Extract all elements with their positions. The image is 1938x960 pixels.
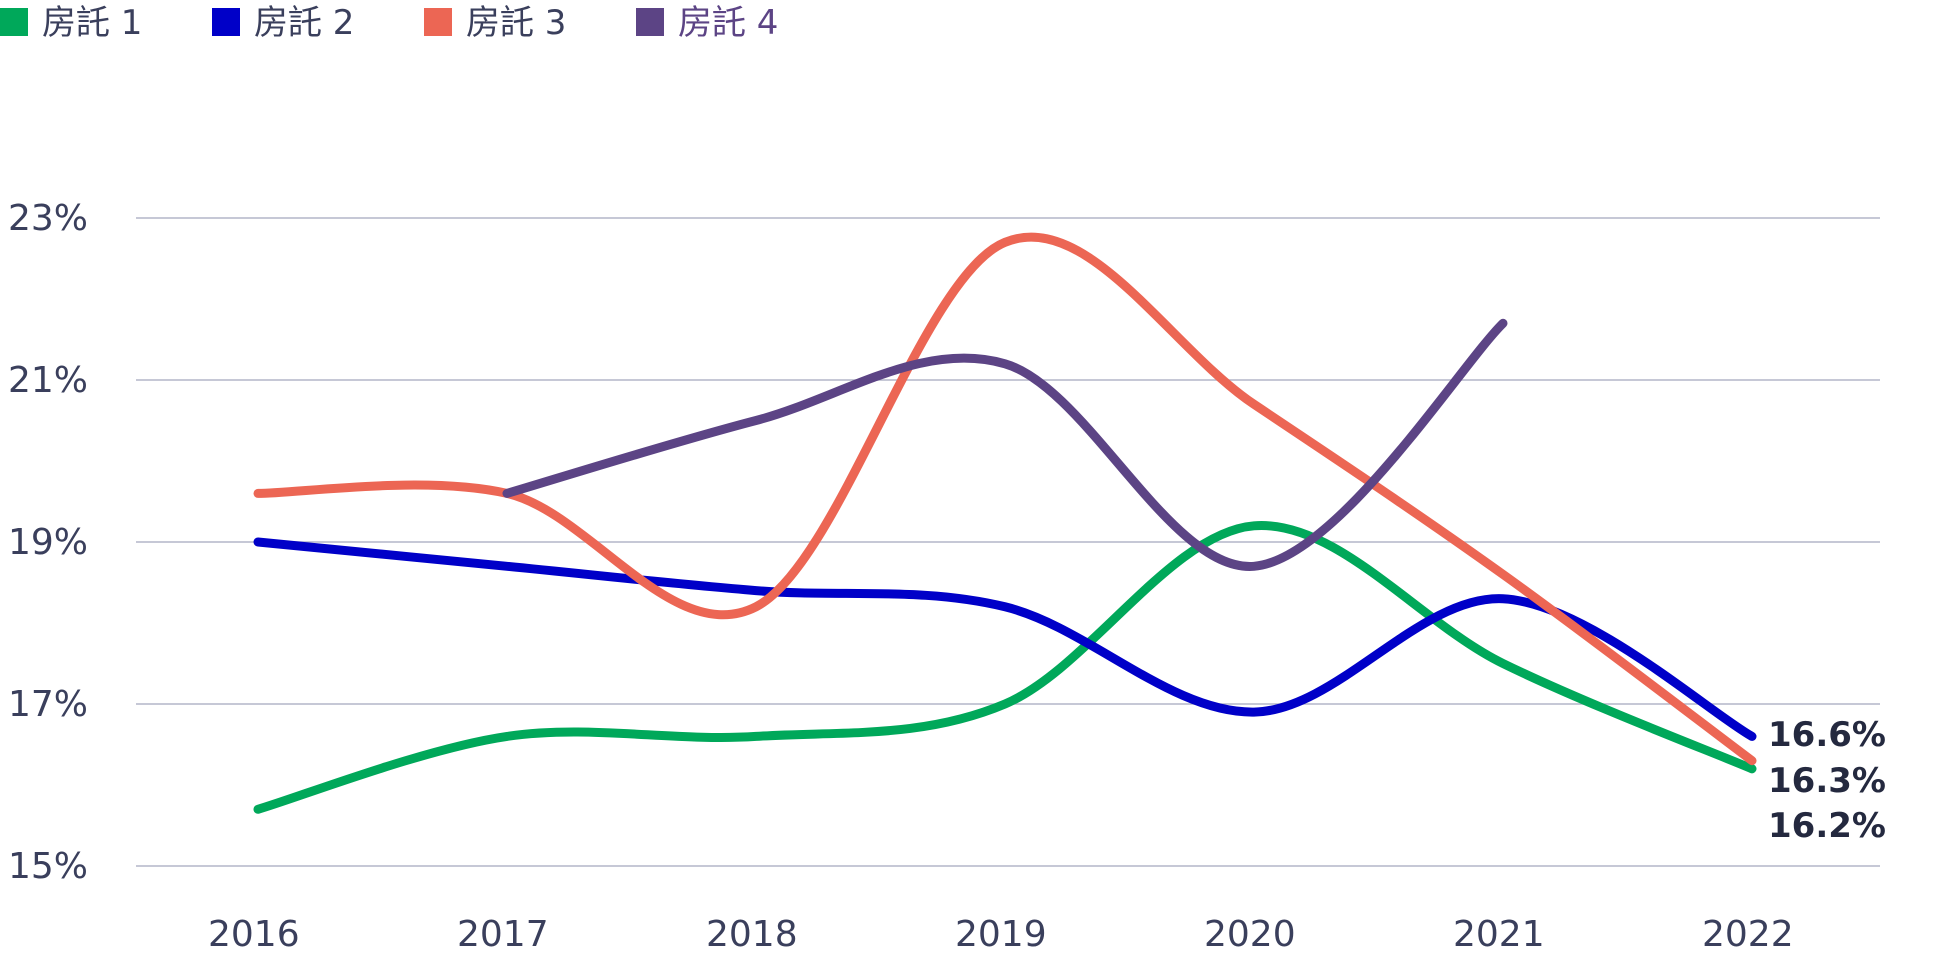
series-line-2 (253, 537, 1757, 741)
legend-swatch-4 (636, 8, 664, 36)
legend-label-4: 房託 4 (678, 3, 778, 43)
x-tick-label: 2022 (1702, 914, 1794, 955)
y-tick-label: 19% (8, 522, 88, 563)
end-value-label: 16.2% (1768, 806, 1886, 846)
legend-swatch-1 (0, 8, 28, 36)
series-line-1 (253, 521, 1757, 814)
x-tick-label: 2019 (955, 914, 1047, 955)
legend-label-2: 房託 2 (254, 3, 354, 43)
x-tick-label: 2017 (457, 914, 549, 955)
x-tick-label: 2020 (1204, 914, 1296, 955)
x-tick-label: 2021 (1453, 914, 1545, 955)
end-value-label: 16.6% (1768, 715, 1886, 755)
y-tick-label: 21% (8, 360, 88, 401)
y-tick-label: 15% (8, 846, 88, 887)
legend-label-3: 房託 3 (466, 3, 566, 43)
end-value-label: 16.3% (1768, 761, 1886, 801)
x-tick-label: 2018 (706, 914, 798, 955)
legend-swatch-2 (212, 8, 240, 36)
y-tick-label: 17% (8, 684, 88, 725)
legend-swatch-3 (424, 8, 452, 36)
series-line-3 (253, 232, 1757, 766)
x-tick-label: 2016 (208, 914, 300, 955)
series-line-4 (502, 318, 1508, 571)
legend-label-1: 房託 1 (42, 3, 142, 43)
y-tick-label: 23% (8, 198, 88, 239)
